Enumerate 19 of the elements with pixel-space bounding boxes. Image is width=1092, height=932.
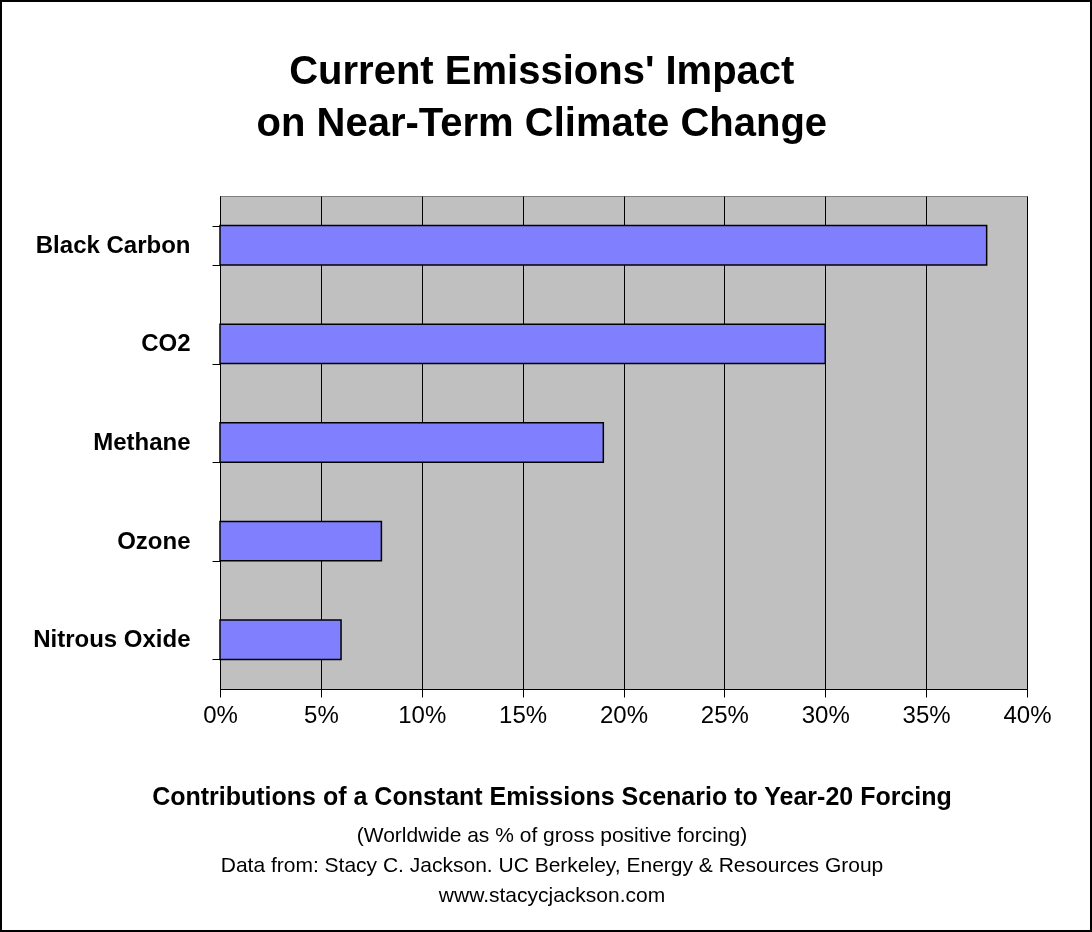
text: (Worldwide as % of gross positive forcing) — [355, 822, 749, 848]
x-axis-title: Contributions of a Constant Emissions Scenario to Year-20 Forcing — [151, 782, 953, 811]
chart-title: Current Emissions' Impact on Near-Term Climate Change — [256, 48, 828, 144]
x-tick-label: 40% — [1003, 700, 1052, 728]
x-tick-label: 0% — [203, 700, 238, 728]
x-tick-label: 35% — [902, 700, 951, 728]
y-tick-label: CO2 — [141, 329, 191, 357]
x-tick-label: 10% — [398, 700, 447, 728]
text: Data from: Stacy C. Jackson. UC Berkeley, Energy & Resources Group — [219, 852, 885, 878]
x-tick-label: 5% — [304, 700, 339, 728]
y-tick-label: Ozone — [117, 526, 191, 554]
x-tick-label: 25% — [700, 700, 749, 728]
x-tick-label: 20% — [599, 700, 649, 728]
x-tick-label: 15% — [499, 700, 548, 728]
y-tick-label: Black Carbon — [35, 230, 191, 258]
y-tick-label: Nitrous Oxide — [33, 625, 191, 653]
y-tick-label: Methane — [93, 428, 191, 455]
text: www.stacycjackson.com — [437, 882, 667, 908]
x-tick-label: 30% — [801, 700, 850, 728]
